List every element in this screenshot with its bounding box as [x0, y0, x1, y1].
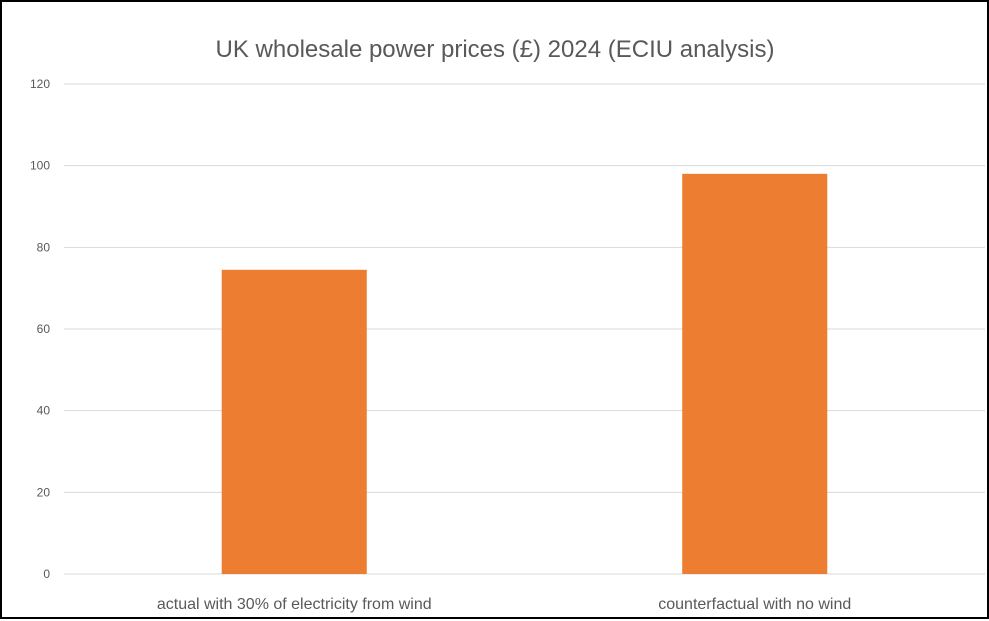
y-tick-label: 100: [30, 159, 50, 173]
x-axis-category-labels: actual with 30% of electricity from wind…: [157, 596, 851, 613]
y-tick-label: 60: [37, 322, 51, 336]
chart-title: UK wholesale power prices (£) 2024 (ECIU…: [216, 36, 775, 63]
y-tick-label: 40: [37, 404, 51, 418]
bar-2: [682, 173, 828, 575]
y-tick-label: 120: [30, 77, 50, 91]
y-tick-label: 20: [37, 485, 51, 499]
y-tick-label: 0: [43, 567, 50, 581]
bar-1: [221, 269, 367, 574]
y-axis-tick-labels: 0 20 40 60 80 100 120: [30, 77, 50, 581]
x-category-label: actual with 30% of electricity from wind: [157, 596, 432, 613]
bars: [221, 173, 828, 575]
y-tick-label: 80: [37, 240, 51, 254]
x-category-label: counterfactual with no wind: [658, 596, 851, 613]
gridlines: [64, 83, 985, 575]
